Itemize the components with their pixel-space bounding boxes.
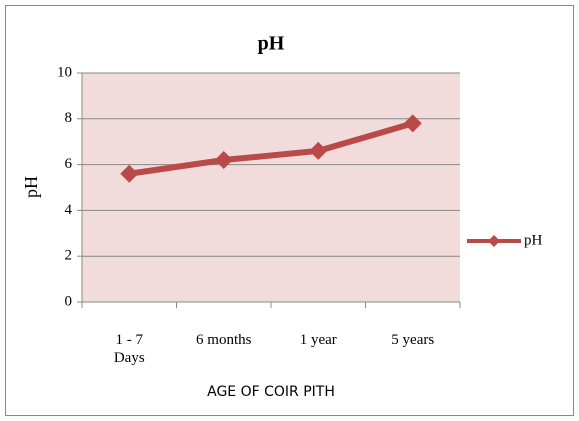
y-tick-label: 8: [65, 110, 73, 126]
y-tick-label: 4: [65, 202, 73, 218]
y-axis-label: pH: [21, 176, 41, 198]
data-point: [214, 151, 233, 170]
series-line: [128, 120, 414, 177]
data-point: [120, 164, 139, 183]
y-tick-label: 0: [65, 293, 73, 309]
x-tick-label: 1 - 7 Days: [113, 332, 145, 366]
legend-marker: [488, 235, 500, 247]
chart-title: pH: [258, 33, 285, 55]
x-tick-label: 1 year: [299, 332, 337, 348]
legend-label: pH: [524, 232, 543, 248]
x-axis-label: AGE OF COIR PITH: [207, 384, 335, 400]
y-tick-label: 6: [65, 156, 73, 172]
x-tick-label: 6 months: [196, 332, 252, 348]
data-point: [309, 141, 328, 160]
data-point: [403, 114, 422, 133]
plot-area: [82, 73, 460, 302]
y-tick-label: 10: [57, 64, 72, 80]
x-tick-label: 5 years: [391, 332, 435, 348]
y-tick-label: 2: [65, 248, 73, 264]
